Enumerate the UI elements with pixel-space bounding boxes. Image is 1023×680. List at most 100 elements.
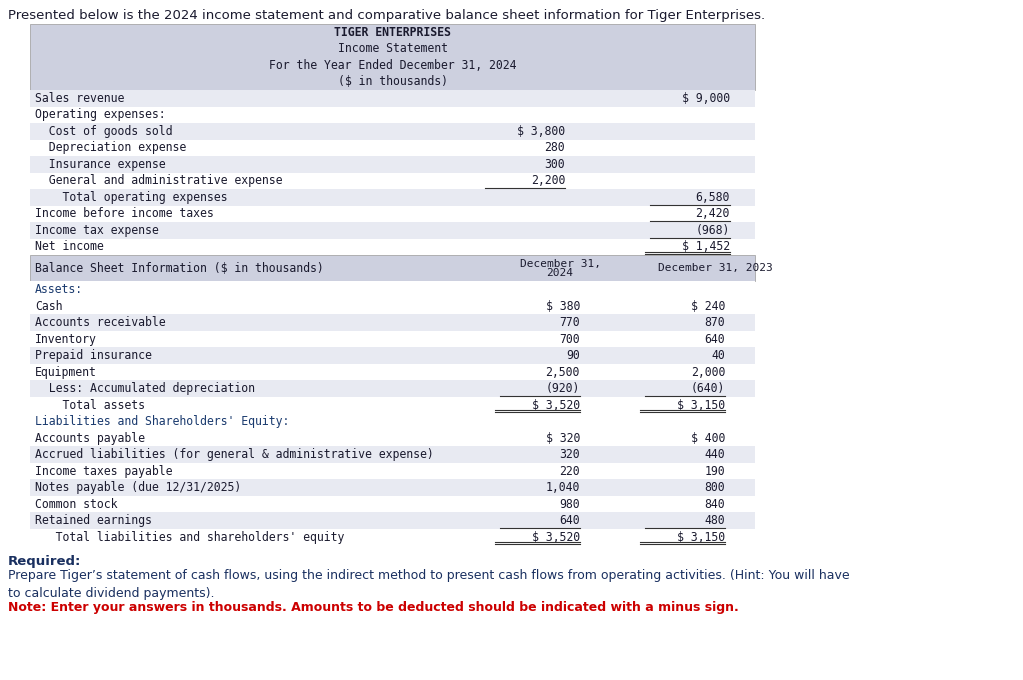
Text: $ 240: $ 240 xyxy=(691,300,725,313)
Text: 2,000: 2,000 xyxy=(691,366,725,379)
Bar xyxy=(30,479,755,496)
Bar xyxy=(30,513,755,529)
Text: (968): (968) xyxy=(696,224,730,237)
Text: 640: 640 xyxy=(560,514,580,527)
Bar xyxy=(30,347,755,364)
Text: 300: 300 xyxy=(544,158,565,171)
Text: 440: 440 xyxy=(705,448,725,461)
Text: Income tax expense: Income tax expense xyxy=(35,224,159,237)
Text: Cash: Cash xyxy=(35,300,62,313)
Text: $ 3,520: $ 3,520 xyxy=(532,530,580,543)
Text: Required:: Required: xyxy=(8,556,82,568)
Text: Common stock: Common stock xyxy=(35,498,118,511)
Text: Note: Enter your answers in thousands. Amounts to be deducted should be indicate: Note: Enter your answers in thousands. A… xyxy=(8,601,739,615)
Bar xyxy=(30,205,755,222)
Text: $ 3,800: $ 3,800 xyxy=(517,124,565,138)
Text: For the Year Ended December 31, 2024: For the Year Ended December 31, 2024 xyxy=(269,58,517,72)
Text: December 31, 2023: December 31, 2023 xyxy=(658,263,772,273)
Text: Total assets: Total assets xyxy=(35,398,145,411)
Bar xyxy=(30,413,755,430)
Bar xyxy=(30,90,755,107)
Text: Accounts receivable: Accounts receivable xyxy=(35,316,166,329)
Text: TIGER ENTERPRISES: TIGER ENTERPRISES xyxy=(335,26,451,39)
Text: Sales revenue: Sales revenue xyxy=(35,92,125,105)
Bar xyxy=(30,446,755,463)
Text: Prepaid insurance: Prepaid insurance xyxy=(35,349,151,362)
Text: Assets:: Assets: xyxy=(35,283,83,296)
Text: (640): (640) xyxy=(691,382,725,395)
Text: (920): (920) xyxy=(545,382,580,395)
Text: Operating expenses:: Operating expenses: xyxy=(35,108,166,121)
Bar xyxy=(30,173,755,189)
Text: 280: 280 xyxy=(544,141,565,154)
Text: General and administrative expense: General and administrative expense xyxy=(35,174,282,187)
Text: Notes payable (due 12/31/2025): Notes payable (due 12/31/2025) xyxy=(35,481,241,494)
Bar xyxy=(30,331,755,347)
Text: 6,580: 6,580 xyxy=(696,191,730,204)
Text: 980: 980 xyxy=(560,498,580,511)
Text: $ 3,520: $ 3,520 xyxy=(532,398,580,411)
Text: 2,500: 2,500 xyxy=(545,366,580,379)
Text: $ 400: $ 400 xyxy=(691,432,725,445)
Bar xyxy=(30,314,755,331)
Text: 770: 770 xyxy=(560,316,580,329)
Text: 1,040: 1,040 xyxy=(545,481,580,494)
Text: Less: Accumulated depreciation: Less: Accumulated depreciation xyxy=(35,382,255,395)
Text: 700: 700 xyxy=(560,333,580,345)
Bar xyxy=(30,529,755,545)
Text: Equipment: Equipment xyxy=(35,366,97,379)
Text: 90: 90 xyxy=(567,349,580,362)
Bar xyxy=(30,255,755,282)
Bar xyxy=(30,430,755,446)
Text: 40: 40 xyxy=(711,349,725,362)
Bar xyxy=(30,380,755,397)
Text: ($ in thousands): ($ in thousands) xyxy=(338,75,447,88)
Bar xyxy=(30,24,755,90)
Bar xyxy=(30,189,755,205)
Text: $ 320: $ 320 xyxy=(545,432,580,445)
Text: 870: 870 xyxy=(705,316,725,329)
Text: $ 380: $ 380 xyxy=(545,300,580,313)
Text: Inventory: Inventory xyxy=(35,333,97,345)
Text: 640: 640 xyxy=(705,333,725,345)
Text: $ 3,150: $ 3,150 xyxy=(677,530,725,543)
Text: 320: 320 xyxy=(560,448,580,461)
Bar xyxy=(30,239,755,255)
Text: December 31,: December 31, xyxy=(520,259,601,269)
Text: Liabilities and Shareholders' Equity:: Liabilities and Shareholders' Equity: xyxy=(35,415,290,428)
Text: Income taxes payable: Income taxes payable xyxy=(35,464,173,477)
Text: $ 1,452: $ 1,452 xyxy=(682,240,730,253)
Bar xyxy=(30,496,755,513)
Text: Accrued liabilities (for general & administrative expense): Accrued liabilities (for general & admin… xyxy=(35,448,434,461)
Text: Net income: Net income xyxy=(35,240,103,253)
Bar xyxy=(30,282,755,298)
Text: $ 3,150: $ 3,150 xyxy=(677,398,725,411)
Text: 220: 220 xyxy=(560,464,580,477)
Text: Cost of goods sold: Cost of goods sold xyxy=(35,124,173,138)
Text: 190: 190 xyxy=(705,464,725,477)
Text: Depreciation expense: Depreciation expense xyxy=(35,141,186,154)
Text: Prepare Tiger’s statement of cash flows, using the indirect method to present ca: Prepare Tiger’s statement of cash flows,… xyxy=(8,569,850,600)
Text: 800: 800 xyxy=(705,481,725,494)
Bar xyxy=(30,222,755,239)
Text: Balance Sheet Information ($ in thousands): Balance Sheet Information ($ in thousand… xyxy=(35,262,323,275)
Text: Presented below is the 2024 income statement and comparative balance sheet infor: Presented below is the 2024 income state… xyxy=(8,9,765,22)
Bar xyxy=(30,156,755,173)
Text: 840: 840 xyxy=(705,498,725,511)
Text: Income Statement: Income Statement xyxy=(338,42,447,55)
Text: Retained earnings: Retained earnings xyxy=(35,514,151,527)
Text: $ 9,000: $ 9,000 xyxy=(682,92,730,105)
Bar xyxy=(30,139,755,156)
Bar xyxy=(30,298,755,314)
Text: Income before income taxes: Income before income taxes xyxy=(35,207,214,220)
Bar xyxy=(30,364,755,380)
Bar xyxy=(30,107,755,123)
Text: 2,200: 2,200 xyxy=(531,174,565,187)
Bar xyxy=(30,123,755,139)
Bar xyxy=(30,463,755,479)
Text: Accounts payable: Accounts payable xyxy=(35,432,145,445)
Text: Total liabilities and shareholders' equity: Total liabilities and shareholders' equi… xyxy=(35,530,345,543)
Text: Total operating expenses: Total operating expenses xyxy=(35,191,227,204)
Bar xyxy=(30,397,755,413)
Text: Insurance expense: Insurance expense xyxy=(35,158,166,171)
